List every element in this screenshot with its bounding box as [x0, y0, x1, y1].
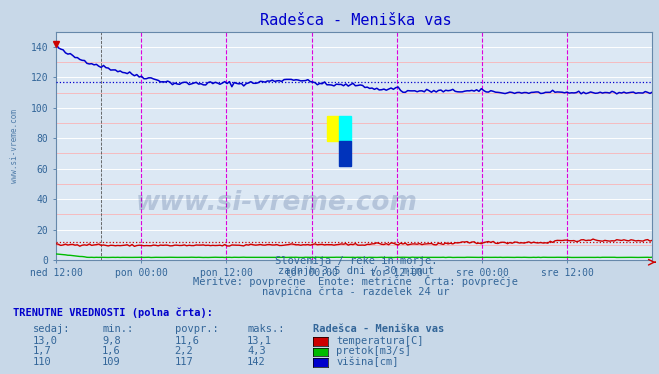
Text: pretok[m3/s]: pretok[m3/s] [336, 346, 411, 356]
Text: maks.:: maks.: [247, 324, 285, 334]
Text: zadnjh 3,5 dni / 30 minut: zadnjh 3,5 dni / 30 minut [277, 266, 434, 276]
Text: 11,6: 11,6 [175, 336, 200, 346]
Text: sedaj:: sedaj: [33, 324, 71, 334]
Text: povpr.:: povpr.: [175, 324, 218, 334]
Text: 13,1: 13,1 [247, 336, 272, 346]
Bar [328, 116, 339, 141]
Text: Radešca - Meniška vas: Radešca - Meniška vas [260, 13, 451, 28]
Text: Meritve: povprečne  Enote: metrične  Črta: povprečje: Meritve: povprečne Enote: metrične Črta:… [193, 275, 519, 286]
Bar [339, 141, 351, 166]
Text: www.si-vreme.com: www.si-vreme.com [136, 190, 418, 216]
Text: 142: 142 [247, 357, 266, 367]
Text: Radešca - Meniška vas: Radešca - Meniška vas [313, 324, 444, 334]
Text: 109: 109 [102, 357, 121, 367]
Text: Slovenija / reke in morje.: Slovenija / reke in morje. [275, 256, 437, 266]
Text: višina[cm]: višina[cm] [336, 356, 399, 367]
Text: 9,8: 9,8 [102, 336, 121, 346]
Text: TRENUTNE VREDNOSTI (polna črta):: TRENUTNE VREDNOSTI (polna črta): [13, 307, 213, 318]
Text: 4,3: 4,3 [247, 346, 266, 356]
Text: 117: 117 [175, 357, 193, 367]
Text: 1,6: 1,6 [102, 346, 121, 356]
Text: temperatura[C]: temperatura[C] [336, 336, 424, 346]
Text: navpična črta - razdelek 24 ur: navpična črta - razdelek 24 ur [262, 286, 449, 297]
Text: 13,0: 13,0 [33, 336, 58, 346]
Bar [339, 116, 351, 141]
Text: min.:: min.: [102, 324, 133, 334]
Text: www.si-vreme.com: www.si-vreme.com [10, 109, 18, 183]
Text: 2,2: 2,2 [175, 346, 193, 356]
Text: 1,7: 1,7 [33, 346, 51, 356]
Text: 110: 110 [33, 357, 51, 367]
